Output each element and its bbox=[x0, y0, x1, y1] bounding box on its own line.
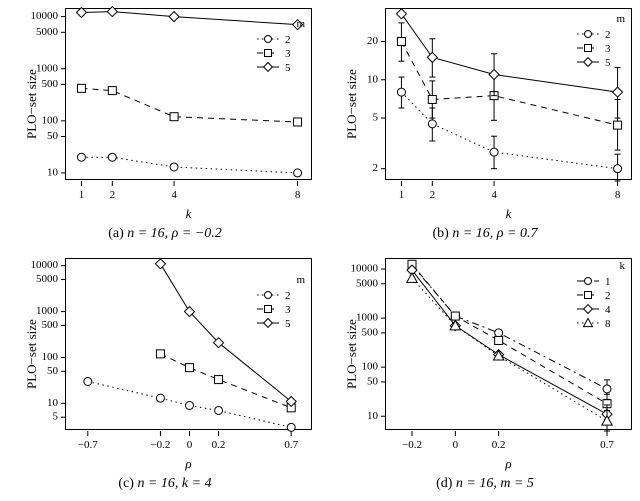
svg-text:500: 500 bbox=[42, 78, 59, 90]
svg-text:100: 100 bbox=[362, 361, 379, 373]
svg-text:10: 10 bbox=[47, 397, 59, 409]
plot-frame: −0.7−0.200.20.7510501005001000500010000m… bbox=[65, 258, 312, 430]
svg-text:2: 2 bbox=[285, 34, 291, 46]
svg-text:1000: 1000 bbox=[36, 305, 59, 317]
caption-math: n = 16, ρ = 0.7 bbox=[452, 226, 537, 241]
svg-text:m: m bbox=[296, 18, 305, 30]
svg-text:4: 4 bbox=[605, 304, 611, 316]
svg-text:10: 10 bbox=[47, 166, 59, 178]
plot-svg: 1248251020m235 bbox=[386, 9, 633, 181]
svg-text:2: 2 bbox=[430, 189, 436, 201]
svg-text:m: m bbox=[296, 274, 305, 286]
svg-text:8: 8 bbox=[295, 189, 301, 201]
y-axis-label: PLO−set size bbox=[24, 319, 40, 389]
svg-text:0.7: 0.7 bbox=[600, 439, 614, 451]
panel-d: −0.200.20.710501005001000500010000k1248 … bbox=[330, 250, 640, 500]
svg-text:5: 5 bbox=[285, 318, 291, 330]
plot-svg: 124810501005001000500010000m235 bbox=[66, 9, 313, 181]
svg-text:20: 20 bbox=[367, 35, 379, 47]
x-axis-label: ρ bbox=[65, 456, 312, 472]
svg-text:0.2: 0.2 bbox=[212, 439, 226, 451]
figure-grid: 124810501005001000500010000m235 PLO−set … bbox=[0, 0, 640, 501]
x-axis-label: k bbox=[65, 206, 312, 222]
svg-text:8: 8 bbox=[615, 189, 621, 201]
x-axis-label: k bbox=[385, 206, 632, 222]
svg-text:10: 10 bbox=[367, 73, 379, 85]
svg-text:100: 100 bbox=[42, 114, 59, 126]
caption-math: n = 16, k = 4 bbox=[137, 476, 211, 491]
plot-frame: 124810501005001000500010000m235 bbox=[65, 8, 312, 180]
panel-caption: (a) n = 16, ρ = −0.2 bbox=[10, 226, 320, 242]
caption-math: n = 16, m = 5 bbox=[456, 476, 534, 491]
svg-text:50: 50 bbox=[47, 365, 59, 377]
svg-text:4: 4 bbox=[171, 189, 177, 201]
svg-text:5: 5 bbox=[53, 411, 59, 423]
svg-text:1: 1 bbox=[399, 189, 405, 201]
svg-text:3: 3 bbox=[285, 304, 291, 316]
svg-text:5000: 5000 bbox=[356, 277, 379, 289]
caption-math: n = 16, ρ = −0.2 bbox=[127, 226, 222, 241]
panel-b: 1248251020m235 PLO−set size k (b) n = 16… bbox=[330, 0, 640, 250]
x-axis-label: ρ bbox=[385, 456, 632, 472]
plot-svg: −0.7−0.200.20.7510501005001000500010000m… bbox=[66, 259, 313, 431]
svg-text:3: 3 bbox=[285, 48, 291, 60]
panel-caption: (c) n = 16, k = 4 bbox=[10, 476, 320, 492]
plot-frame: 1248251020m235 bbox=[385, 8, 632, 180]
svg-text:50: 50 bbox=[47, 130, 59, 142]
svg-text:0: 0 bbox=[453, 439, 459, 451]
svg-text:500: 500 bbox=[362, 326, 379, 338]
panel-a: 124810501005001000500010000m235 PLO−set … bbox=[10, 0, 320, 250]
svg-text:0: 0 bbox=[187, 439, 193, 451]
svg-text:−0.2: −0.2 bbox=[402, 439, 422, 451]
svg-text:500: 500 bbox=[42, 319, 59, 331]
svg-text:1: 1 bbox=[605, 276, 611, 288]
svg-text:2: 2 bbox=[373, 162, 379, 174]
svg-text:2: 2 bbox=[605, 290, 611, 302]
svg-text:100: 100 bbox=[42, 351, 59, 363]
y-axis-label: PLO−set size bbox=[24, 69, 40, 139]
svg-text:5: 5 bbox=[285, 62, 291, 74]
svg-text:2: 2 bbox=[605, 29, 611, 41]
plot-svg: −0.200.20.710501005001000500010000k1248 bbox=[386, 259, 633, 431]
svg-text:8: 8 bbox=[605, 318, 611, 330]
svg-text:1: 1 bbox=[79, 189, 85, 201]
y-axis-label: PLO−set size bbox=[344, 319, 360, 389]
svg-text:0.7: 0.7 bbox=[284, 439, 298, 451]
svg-text:10000: 10000 bbox=[351, 263, 379, 275]
svg-text:50: 50 bbox=[367, 375, 379, 387]
panel-c: −0.7 −0.2 0 0.2 0.7 5 10 50 100 500 1000 5000 10000 m… bbox=[10, 250, 320, 500]
plot-frame: −0.200.20.710501005001000500010000k1248 bbox=[385, 258, 632, 430]
svg-text:0.2: 0.2 bbox=[492, 439, 506, 451]
svg-text:−0.2: −0.2 bbox=[150, 439, 170, 451]
svg-text:4: 4 bbox=[491, 189, 497, 201]
panel-caption: (d) n = 16, m = 5 bbox=[330, 476, 640, 492]
y-axis-label: PLO−set size bbox=[344, 69, 360, 139]
svg-text:2: 2 bbox=[110, 189, 116, 201]
svg-text:5000: 5000 bbox=[36, 273, 59, 285]
svg-text:k: k bbox=[620, 260, 626, 272]
svg-text:10000: 10000 bbox=[31, 259, 59, 271]
svg-text:10000: 10000 bbox=[31, 10, 59, 22]
svg-text:5: 5 bbox=[373, 112, 379, 124]
svg-text:5000: 5000 bbox=[36, 26, 59, 38]
svg-text:5: 5 bbox=[605, 57, 611, 69]
svg-text:3: 3 bbox=[605, 43, 611, 55]
panel-caption: (b) n = 16, ρ = 0.7 bbox=[330, 226, 640, 242]
svg-text:−0.7: −0.7 bbox=[78, 439, 98, 451]
svg-text:10: 10 bbox=[367, 410, 379, 422]
svg-text:2: 2 bbox=[285, 290, 291, 302]
svg-text:m: m bbox=[616, 13, 625, 25]
